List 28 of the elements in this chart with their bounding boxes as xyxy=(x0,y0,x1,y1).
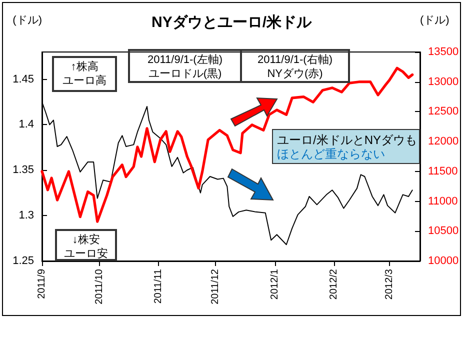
x-tick-label: 2011/10 xyxy=(94,268,105,304)
y2-tick-label: 13000 xyxy=(428,76,459,88)
y-tick-label: 1.25 xyxy=(12,255,34,267)
x-tick-label: 2012/1 xyxy=(269,268,280,300)
x-tick-label: 2011/11 xyxy=(152,268,164,304)
annotation: ユーロ/米ドルとNYダウもほとんど重ならない xyxy=(277,133,418,161)
y2-tick-label: 10500 xyxy=(428,225,459,238)
y-axis-title: (ドル) xyxy=(12,14,42,26)
annotation: ↑株高ユーロ高 xyxy=(62,60,106,87)
x-tick-label: 2012/2 xyxy=(328,268,340,300)
y2-axis-title: (ドル) xyxy=(420,14,450,26)
y2-tick-label: 11000 xyxy=(428,195,458,208)
y-tick-label: 1.45 xyxy=(12,73,34,86)
y2-tick-label: 12000 xyxy=(428,136,459,148)
annotation: 2011/9/1-(左軸) ユーロドル(黒) xyxy=(148,53,222,80)
y2-tick-label: 10000 xyxy=(428,255,459,267)
y2-tick-label: 13500 xyxy=(428,46,459,58)
y2-tick-label: 12500 xyxy=(428,106,459,118)
y2-tick-label: 11500 xyxy=(428,165,458,178)
x-tick-label: 2012/3 xyxy=(384,268,395,300)
y-tick-label: 1.35 xyxy=(12,164,34,176)
y-tick-label: 1.3 xyxy=(18,210,34,222)
x-tick-label: 2011/9 xyxy=(36,268,48,299)
annotation: ↓株安ユーロ安 xyxy=(64,233,108,260)
x-tick-label: 2011/12 xyxy=(210,268,222,304)
annotation: 2011/9/1-(右軸) NYダウ(赤) xyxy=(258,53,332,80)
chart-title: NYダウとユーロ/米ドル xyxy=(151,14,312,31)
y-tick-label: 1.4 xyxy=(18,118,34,131)
